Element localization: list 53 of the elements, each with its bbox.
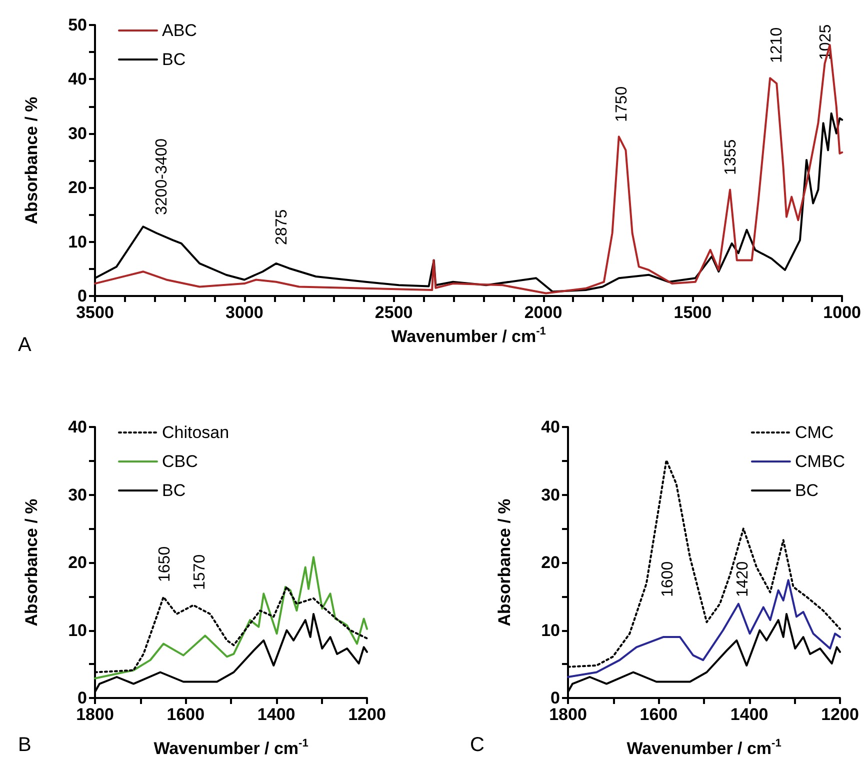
y-tick-label: 0	[78, 688, 87, 708]
y-tick-label: 10	[68, 620, 87, 640]
x-tick-label: 1600	[166, 705, 205, 724]
annotation: 1570	[192, 554, 208, 590]
annotation: 1355	[722, 139, 740, 175]
x-tick-label: 2000	[524, 303, 562, 322]
y-axis-title: Absorbance / %	[22, 498, 41, 626]
annotation: 1650	[156, 546, 174, 582]
y-tick-label: 40	[68, 70, 87, 89]
x-tick-label: 1400	[257, 705, 296, 724]
y-tick-label: 30	[68, 124, 87, 143]
y-tick-label: 0	[550, 688, 560, 708]
text: B	[18, 734, 32, 756]
y-tick-label: 40	[541, 418, 560, 436]
text: C	[470, 734, 484, 756]
y-tick-label: 20	[68, 178, 87, 198]
text: A	[18, 334, 32, 356]
x-tick-label: 1500	[674, 303, 712, 322]
legend-label: Chitosan	[162, 423, 230, 442]
y-tick-label: 40	[68, 418, 87, 436]
x-tick-label: 1600	[640, 705, 678, 724]
x-tick-label: 1200	[821, 705, 859, 724]
x-tick-label: 1200	[348, 705, 386, 724]
y-tick-label: 10	[541, 620, 560, 640]
y-tick-label: 30	[68, 485, 87, 504]
y-tick-label: 30	[541, 485, 560, 504]
y-tick-label: 20	[541, 553, 560, 572]
x-tick-label: 1000	[823, 303, 862, 322]
y-axis-title: Absorbance / %	[22, 96, 41, 224]
x-tick-label: 3000	[226, 303, 264, 322]
legend-label: CMC	[794, 423, 834, 442]
legend-label: BC	[162, 481, 186, 500]
annotation: 2875	[274, 209, 290, 245]
annotation: 1420	[734, 561, 752, 597]
x-tick-label: 1400	[730, 705, 768, 724]
annotation: 3200-3400	[154, 138, 170, 215]
x-tick-label: 1800	[549, 705, 587, 724]
y-tick-label: 20	[68, 553, 87, 572]
x-tick-label: 2500	[374, 303, 413, 322]
y-tick-label: 50	[68, 16, 87, 34]
y-tick-label: 10	[68, 232, 87, 252]
legend-label: BC	[162, 50, 186, 69]
legend-label: BC	[794, 481, 819, 500]
annotation: 1750	[614, 86, 630, 122]
x-tick-label: 1800	[76, 705, 114, 724]
legend-label: CMBC	[794, 452, 846, 471]
legend-label: ABC	[162, 21, 197, 40]
x-tick-label: 3500	[76, 303, 114, 322]
y-axis-title: Absorbance / %	[495, 498, 514, 626]
legend-label: CBC	[162, 452, 198, 471]
y-tick-label: 0	[78, 286, 87, 306]
annotation: 1210	[768, 27, 786, 63]
annotation: 1600	[660, 561, 676, 597]
